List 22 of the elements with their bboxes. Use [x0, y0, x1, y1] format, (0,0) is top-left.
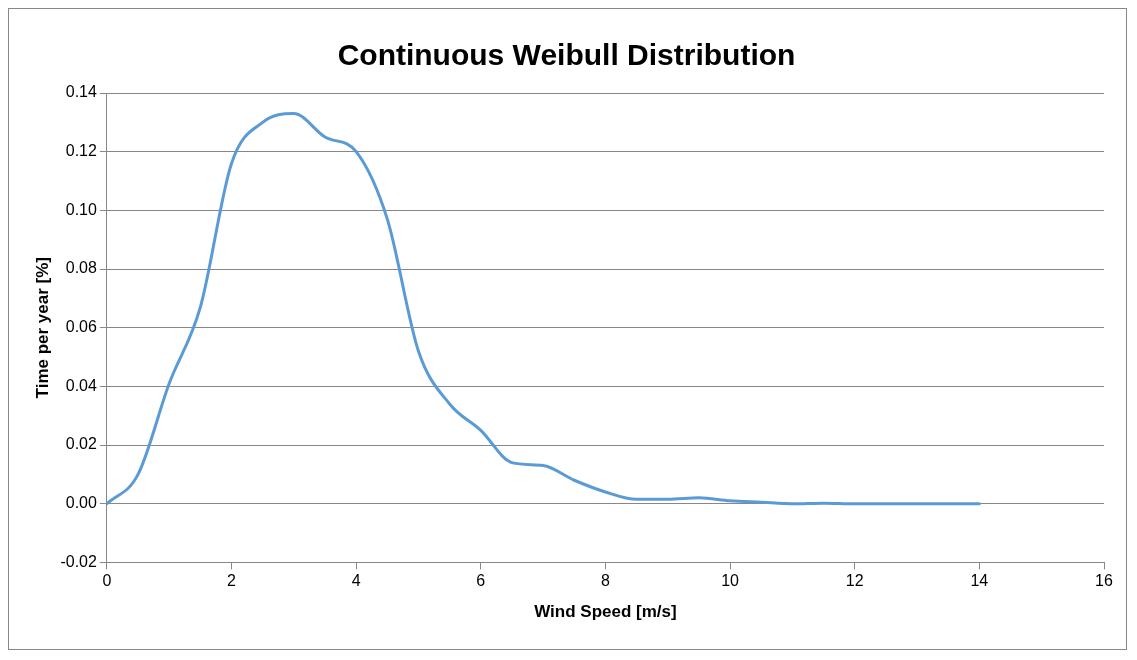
y-tick-label: 0.00: [65, 494, 97, 512]
x-tick-label: 8: [600, 572, 610, 590]
x-tick-label: 14: [970, 572, 989, 590]
y-tick-label: 0.08: [65, 259, 97, 277]
x-tick-label: 0: [102, 572, 112, 590]
y-axis-title: Time per year [%]: [32, 256, 52, 399]
x-tick-label: 12: [845, 572, 864, 590]
y-tick-label: 0.04: [65, 376, 97, 394]
y-tick-label: 0.14: [65, 83, 97, 101]
x-tick-label: 6: [476, 572, 486, 590]
y-tick-label: 0.06: [65, 318, 97, 336]
line-series: [106, 112, 981, 506]
x-tick-label: 10: [721, 572, 740, 590]
y-tick-label: -0.02: [60, 552, 97, 570]
chart-title: Continuous Weibull Distribution: [337, 38, 796, 72]
x-tick-label: 16: [1095, 572, 1113, 590]
x-tick-label: 4: [351, 572, 361, 590]
y-tick-label: 0.10: [65, 200, 97, 218]
x-tick-label: 2: [227, 572, 237, 590]
y-tick-label: 0.02: [65, 435, 97, 453]
y-tick-label: 0.12: [65, 142, 97, 160]
x-axis-title: Wind Speed [m/s]: [534, 602, 677, 622]
